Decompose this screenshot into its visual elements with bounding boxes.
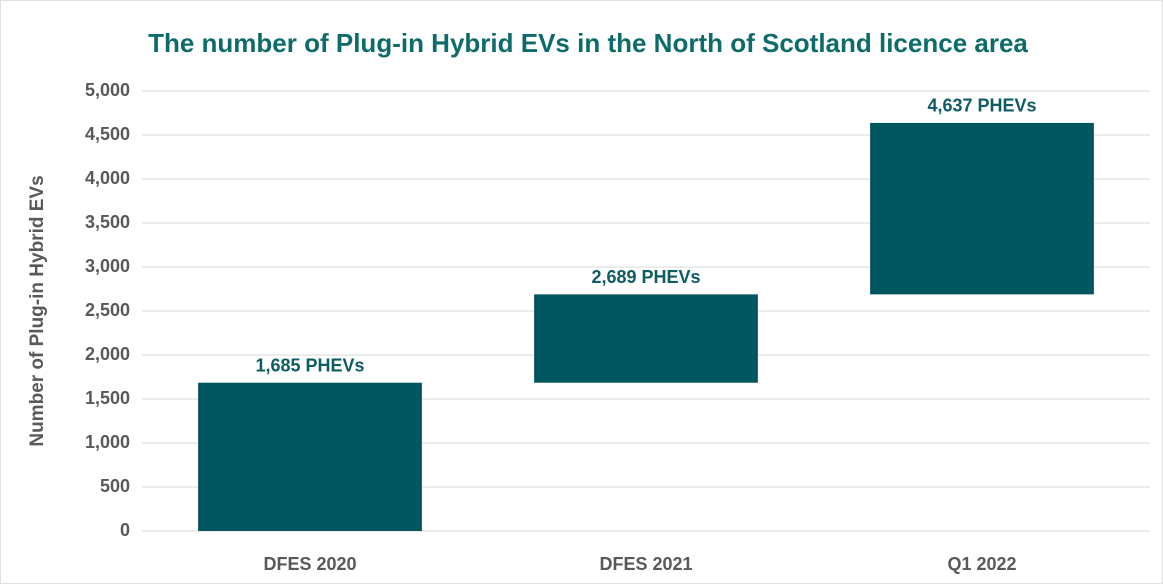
y-tick-label: 2,000 — [85, 344, 130, 364]
y-tick-label: 5,000 — [85, 80, 130, 100]
y-tick-label: 500 — [100, 476, 130, 496]
y-tick-label: 1,000 — [85, 432, 130, 452]
x-tick-label: DFES 2021 — [599, 554, 692, 574]
data-label: 1,685 PHEVs — [255, 355, 364, 375]
data-label: 4,637 PHEVs — [927, 96, 1036, 116]
y-tick-label: 4,000 — [85, 168, 130, 188]
y-axis-label: Number of Plug-in Hybrid EVs — [27, 175, 48, 446]
bar — [198, 382, 422, 531]
bar — [870, 122, 1094, 295]
bar — [534, 294, 758, 383]
data-label: 2,689 PHEVs — [591, 267, 700, 287]
x-tick-label: DFES 2020 — [263, 554, 356, 574]
y-tick-label: 3,500 — [85, 212, 130, 232]
y-tick-label: 2,500 — [85, 300, 130, 320]
chart-title: The number of Plug-in Hybrid EVs in the … — [148, 28, 1028, 58]
y-tick-label: 3,000 — [85, 256, 130, 276]
y-tick-label: 0 — [120, 520, 130, 540]
y-tick-label: 4,500 — [85, 124, 130, 144]
y-tick-label: 1,500 — [85, 388, 130, 408]
x-tick-label: Q1 2022 — [947, 554, 1016, 574]
